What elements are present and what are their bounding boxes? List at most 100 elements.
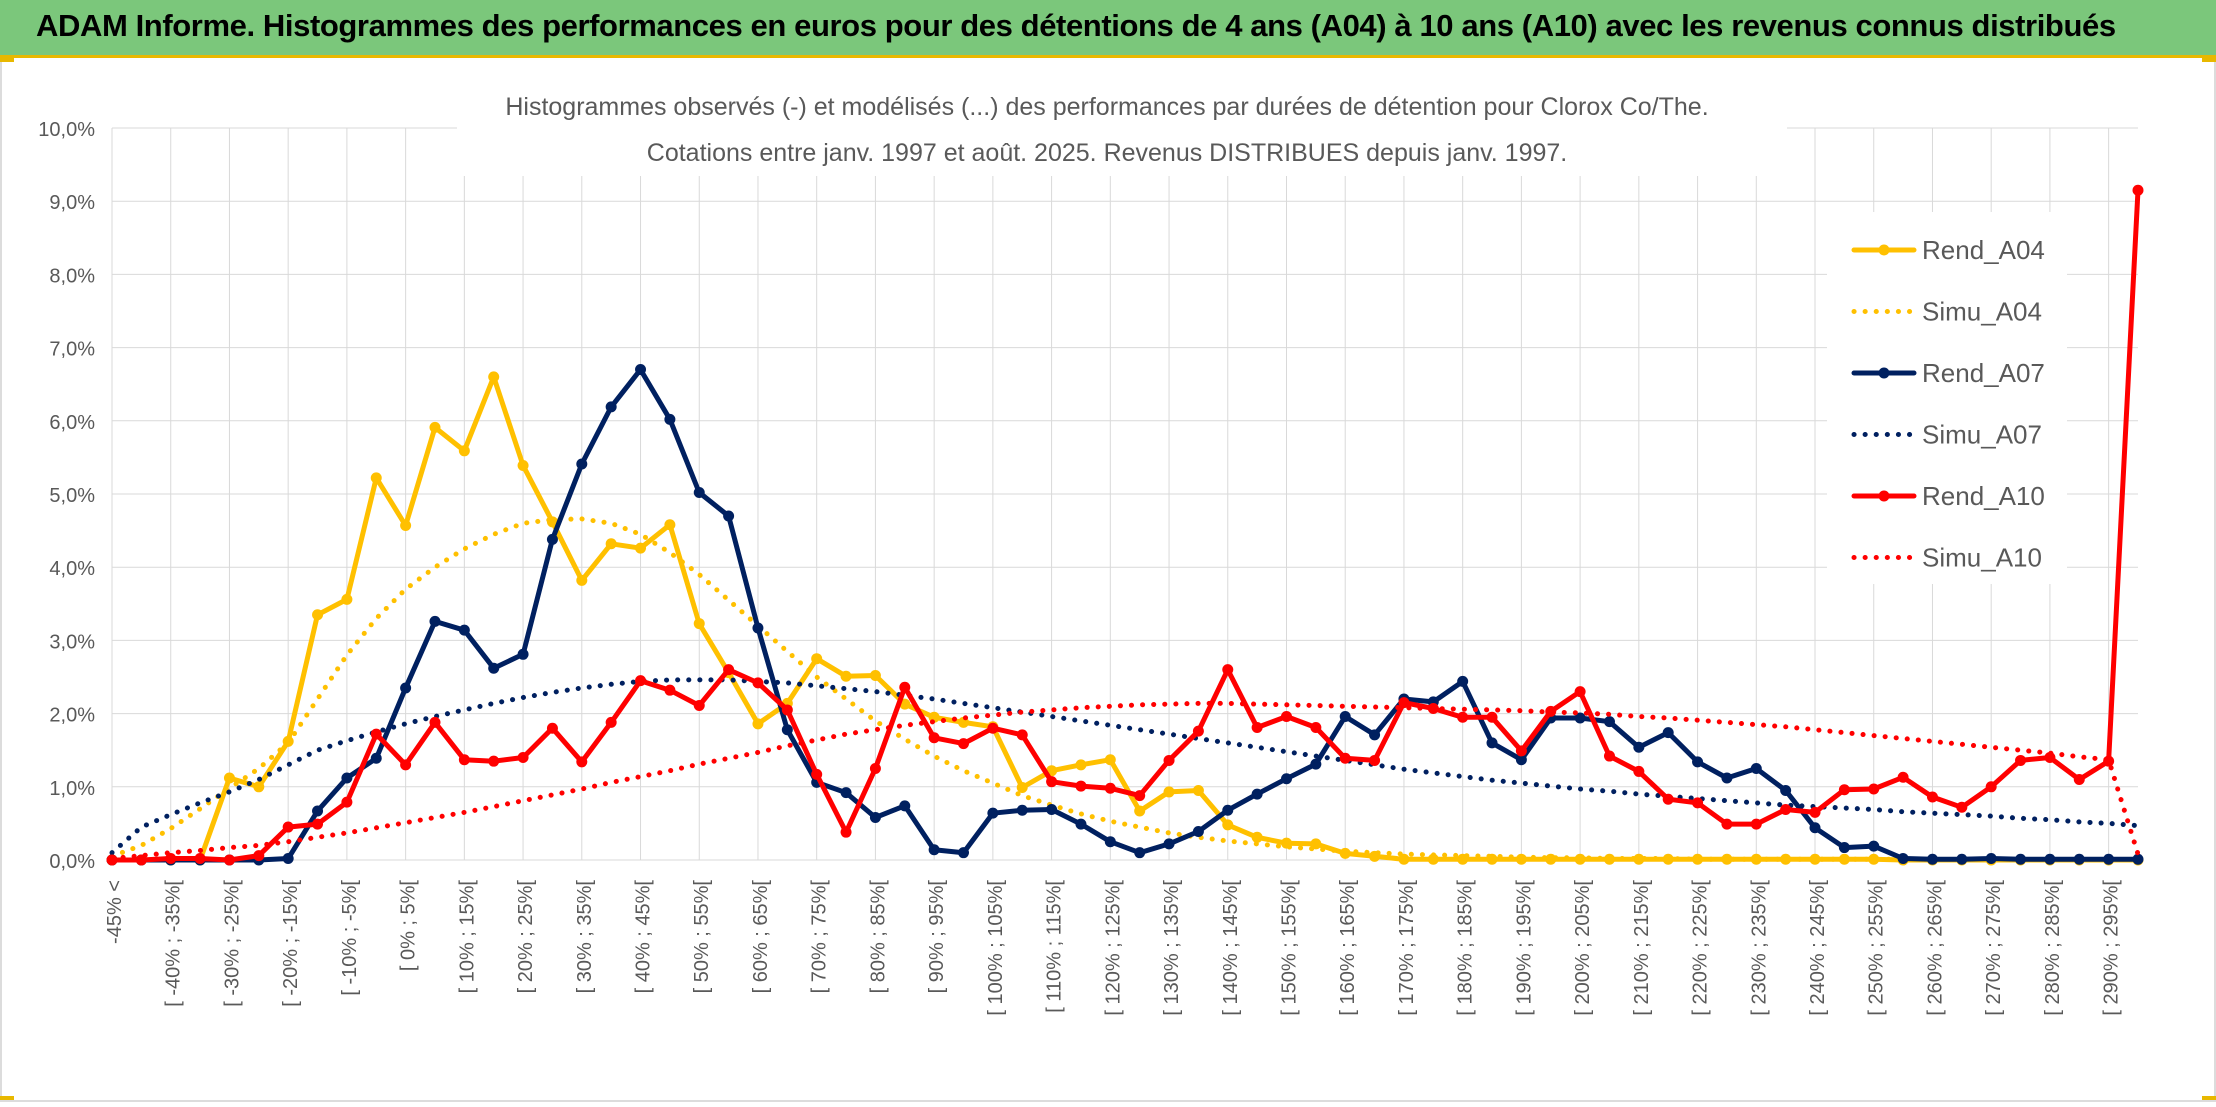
x-tick-label: [ 160% ; 165%[ bbox=[1337, 880, 1359, 1016]
x-tick-label: [ 20% ; 25%[ bbox=[515, 880, 537, 994]
data-point-rend_a10 bbox=[2073, 773, 2085, 785]
series-line-rend_a10 bbox=[109, 187, 2141, 863]
corner-decoration bbox=[2202, 1096, 2216, 1100]
data-point-rend_a07 bbox=[1897, 853, 1909, 865]
legend-label-simu_a10: Simu_A10 bbox=[1922, 543, 2042, 573]
data-point-rend_a10 bbox=[1457, 711, 1469, 723]
data-point-rend_a10 bbox=[1780, 803, 1792, 815]
data-point-rend_a07 bbox=[1838, 842, 1850, 854]
data-point-rend_a07 bbox=[1662, 727, 1674, 739]
y-tick-label: 7,0% bbox=[49, 339, 95, 361]
x-tick-label: [ 50% ; 55%[ bbox=[691, 880, 713, 994]
data-point-rend_a10 bbox=[517, 752, 529, 764]
data-point-rend_a07 bbox=[576, 458, 588, 470]
data-point-rend_a07 bbox=[1486, 737, 1498, 749]
data-point-rend_a07 bbox=[458, 624, 470, 636]
title-banner: ADAM Informe. Histogrammes des performan… bbox=[0, 0, 2216, 58]
data-point-rend_a07 bbox=[1192, 825, 1204, 837]
x-tick-label: [ 110% ; 115%[ bbox=[1044, 880, 1066, 1013]
data-point-rend_a10 bbox=[1603, 750, 1615, 762]
corner-decoration bbox=[0, 58, 14, 62]
x-tick-label: [ 200% ; 205%[ bbox=[1572, 880, 1594, 1016]
legend-marker-rend_a10 bbox=[1878, 490, 1890, 502]
data-point-rend_a07 bbox=[723, 510, 735, 522]
data-point-rend_a07 bbox=[370, 752, 382, 764]
data-point-rend_a07 bbox=[1780, 784, 1792, 796]
data-point-rend_a07 bbox=[1926, 853, 1938, 865]
y-tick-label: 9,0% bbox=[49, 192, 95, 214]
data-point-rend_a10 bbox=[1692, 797, 1704, 809]
data-point-rend_a10 bbox=[1016, 729, 1028, 741]
data-point-rend_a07 bbox=[2132, 853, 2144, 865]
x-tick-label: [ 0% ; 5%[ bbox=[398, 880, 420, 972]
data-point-rend_a07 bbox=[1104, 836, 1116, 848]
data-point-rend_a07 bbox=[1310, 758, 1322, 770]
x-tick-label: [ 280% ; 285%[ bbox=[2042, 880, 2064, 1016]
x-tick-label: [ 100% ; 105%[ bbox=[985, 880, 1007, 1016]
data-point-rend_a07 bbox=[1339, 711, 1351, 723]
data-point-rend_a04 bbox=[1809, 853, 1821, 865]
data-point-rend_a10 bbox=[223, 854, 235, 866]
data-point-rend_a04 bbox=[1134, 805, 1146, 817]
data-point-rend_a07 bbox=[1985, 853, 1997, 865]
data-point-rend_a10 bbox=[693, 700, 705, 712]
data-point-rend_a10 bbox=[1868, 783, 1880, 795]
data-point-rend_a04 bbox=[1780, 853, 1792, 865]
data-point-rend_a07 bbox=[1603, 716, 1615, 728]
data-point-rend_a10 bbox=[400, 759, 412, 771]
data-point-rend_a07 bbox=[1280, 773, 1292, 785]
data-point-rend_a07 bbox=[2015, 853, 2027, 865]
data-point-rend_a10 bbox=[869, 763, 881, 774]
data-point-rend_a10 bbox=[1897, 771, 1909, 783]
y-tick-label: 1,0% bbox=[49, 778, 95, 800]
data-point-rend_a10 bbox=[1838, 784, 1850, 796]
histogram-chart: 0,0% 1,0% 2,0% 3,0% 4,0% 5,0% 6,0% 7,0% 8,0% 9,0%… bbox=[38, 84, 2144, 1016]
corner-decoration bbox=[2202, 58, 2216, 62]
data-point-rend_a04 bbox=[253, 781, 265, 793]
chart-subtitle: Cotations entre janv. 1997 et août. 2025… bbox=[647, 139, 1567, 167]
data-point-rend_a10 bbox=[1310, 722, 1322, 734]
legend-label-rend_a07: Rend_A07 bbox=[1922, 358, 2045, 388]
data-point-rend_a10 bbox=[1075, 780, 1087, 792]
data-point-rend_a10 bbox=[781, 704, 793, 716]
data-point-rend_a04 bbox=[1016, 782, 1028, 794]
data-point-rend_a10 bbox=[2015, 754, 2027, 766]
data-point-rend_a04 bbox=[370, 472, 382, 484]
data-point-rend_a04 bbox=[1398, 853, 1410, 865]
data-point-rend_a07 bbox=[1075, 818, 1087, 830]
data-point-rend_a10 bbox=[429, 716, 441, 728]
data-point-rend_a07 bbox=[752, 622, 764, 634]
data-point-rend_a07 bbox=[1251, 788, 1263, 800]
data-point-rend_a10 bbox=[1280, 711, 1292, 723]
data-point-rend_a10 bbox=[194, 853, 206, 865]
x-tick-label: [ -10% ; -5%[ bbox=[339, 880, 361, 996]
y-tick-label: 3,0% bbox=[49, 631, 95, 653]
data-point-rend_a07 bbox=[1750, 763, 1762, 774]
data-point-rend_a10 bbox=[928, 732, 940, 744]
data-point-rend_a04 bbox=[1163, 786, 1175, 798]
data-point-rend_a07 bbox=[1721, 772, 1733, 784]
x-tick-label: [ 90% ; 95%[ bbox=[926, 880, 948, 994]
data-point-rend_a04 bbox=[517, 459, 529, 471]
data-point-rend_a07 bbox=[1956, 853, 1968, 865]
data-point-rend_a07 bbox=[488, 662, 500, 674]
data-point-rend_a10 bbox=[1163, 754, 1175, 766]
x-tick-label: [ 10% ; 15%[ bbox=[456, 880, 478, 994]
data-point-rend_a07 bbox=[546, 533, 558, 545]
data-point-rend_a10 bbox=[282, 821, 294, 833]
y-tick-label: 6,0% bbox=[49, 412, 95, 434]
x-tick-label: [ 60% ; 65%[ bbox=[750, 880, 772, 994]
x-tick-label: [ -40% ; -35%[ bbox=[163, 880, 185, 1007]
data-point-rend_a07 bbox=[1809, 822, 1821, 834]
data-point-rend_a10 bbox=[1809, 806, 1821, 818]
x-tick-label: [ -30% ; -25%[ bbox=[221, 880, 243, 1007]
data-point-rend_a07 bbox=[840, 787, 852, 799]
data-point-rend_a07 bbox=[928, 844, 940, 856]
data-point-rend_a04 bbox=[488, 371, 500, 383]
data-point-rend_a10 bbox=[1515, 745, 1527, 757]
y-axis-labels: 0,0% 1,0% 2,0% 3,0% 4,0% 5,0% 6,0% 7,0% 8,0% 9,0%… bbox=[38, 119, 95, 873]
data-point-rend_a10 bbox=[899, 681, 911, 693]
x-tick-label: [ 40% ; 45%[ bbox=[633, 880, 655, 994]
data-point-rend_a04 bbox=[576, 574, 588, 586]
data-point-rend_a10 bbox=[635, 675, 647, 687]
